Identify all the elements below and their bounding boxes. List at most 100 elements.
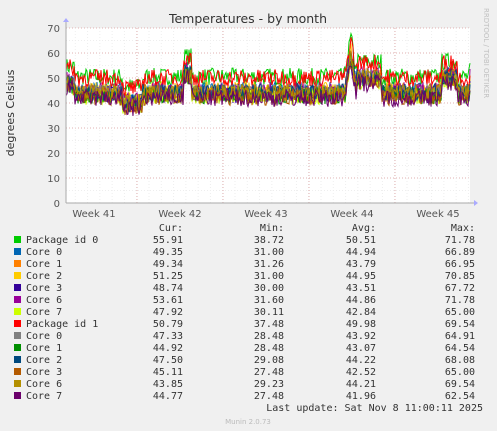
- legend-value-avg: 42.84: [346, 307, 376, 318]
- legend-value-max: 65.00: [445, 367, 475, 378]
- legend-value-max: 71.78: [445, 235, 475, 246]
- legend-swatch: [14, 296, 21, 303]
- legend-swatch: [14, 368, 21, 375]
- x-tick-label: Week 41: [72, 209, 115, 220]
- legend-value-cur: 44.77: [153, 391, 183, 402]
- y-tick-label: 10: [47, 174, 60, 185]
- legend-series-name: Core 1: [26, 259, 62, 270]
- legend-value-max: 67.72: [445, 283, 475, 294]
- legend-series-name: Core 2: [26, 271, 62, 282]
- legend-value-avg: 50.51: [346, 235, 376, 246]
- last-update: Last update: Sat Nov 8 11:00:11 2025: [266, 403, 483, 414]
- legend-value-cur: 47.92: [153, 307, 183, 318]
- legend-value-avg: 44.21: [346, 379, 376, 390]
- legend-value-max: 69.54: [445, 319, 475, 330]
- x-tick-label: Week 45: [416, 209, 459, 220]
- legend-swatch: [14, 356, 21, 363]
- legend-series-name: Core 0: [26, 247, 62, 258]
- side-label: RRDTOOL / TOBI OETIKER: [482, 8, 490, 98]
- legend-value-max: 68.08: [445, 355, 475, 366]
- y-axis-arrow: [63, 18, 69, 22]
- legend-swatch: [14, 344, 21, 351]
- legend-swatch: [14, 332, 21, 339]
- legend-value-max: 64.54: [445, 343, 475, 354]
- y-tick-label: 0: [54, 199, 60, 210]
- legend-value-avg: 44.86: [346, 295, 376, 306]
- legend-value-cur: 49.34: [153, 259, 183, 270]
- chart-title: Temperatures - by month: [168, 11, 327, 26]
- legend-value-avg: 43.07: [346, 343, 376, 354]
- grid: [66, 27, 470, 203]
- y-axis-label: degrees Celsius: [4, 69, 17, 156]
- y-tick-label: 50: [47, 74, 60, 85]
- legend-value-cur: 53.61: [153, 295, 183, 306]
- legend-series-name: Core 0: [26, 331, 62, 342]
- legend-value-avg: 41.96: [346, 391, 376, 402]
- legend-value-min: 27.48: [254, 367, 284, 378]
- y-tick-label: 60: [47, 49, 60, 60]
- legend-value-avg: 43.79: [346, 259, 376, 270]
- legend-swatch: [14, 236, 21, 243]
- legend-series-name: Core 6: [26, 295, 62, 306]
- legend-swatch: [14, 380, 21, 387]
- x-tick-label: Week 42: [158, 209, 201, 220]
- legend-value-avg: 43.51: [346, 283, 376, 294]
- axes: [63, 18, 478, 206]
- legend-value-min: 29.08: [254, 355, 284, 366]
- legend-series-name: Core 3: [26, 283, 62, 294]
- legend-value-cur: 43.85: [153, 379, 183, 390]
- legend-swatch: [14, 248, 21, 255]
- legend-series-name: Core 7: [26, 391, 62, 402]
- y-tick-label: 40: [47, 99, 60, 110]
- legend-value-avg: 43.92: [346, 331, 376, 342]
- y-tick-label: 20: [47, 149, 60, 160]
- legend-header: Cur:: [159, 223, 183, 234]
- series-line: [65, 60, 471, 110]
- legend-series-name: Core 1: [26, 343, 62, 354]
- legend-series-name: Package id 0: [26, 235, 98, 246]
- legend-value-cur: 51.25: [153, 271, 183, 282]
- legend-value-avg: 42.52: [346, 367, 376, 378]
- legend-value-cur: 44.92: [153, 343, 183, 354]
- legend-value-max: 70.85: [445, 271, 475, 282]
- y-tick-label: 70: [47, 24, 60, 35]
- legend-value-max: 66.95: [445, 259, 475, 270]
- legend-value-max: 62.54: [445, 391, 475, 402]
- legend-series-name: Package id 1: [26, 319, 98, 330]
- legend-value-min: 31.26: [254, 259, 284, 270]
- legend-value-cur: 45.11: [153, 367, 183, 378]
- legend-value-min: 38.72: [254, 235, 284, 246]
- legend-swatch: [14, 392, 21, 399]
- legend-value-min: 27.48: [254, 391, 284, 402]
- legend-series-name: Core 3: [26, 367, 62, 378]
- legend-value-cur: 55.91: [153, 235, 183, 246]
- legend-value-cur: 48.74: [153, 283, 183, 294]
- legend-value-min: 29.23: [254, 379, 284, 390]
- legend-value-avg: 44.22: [346, 355, 376, 366]
- legend-header: Max:: [451, 223, 475, 234]
- series-lines: [65, 31, 471, 116]
- legend-value-max: 69.54: [445, 379, 475, 390]
- legend-swatch: [14, 272, 21, 279]
- legend-value-cur: 50.79: [153, 319, 183, 330]
- legend-header: Min:: [260, 223, 284, 234]
- legend-value-cur: 47.50: [153, 355, 183, 366]
- legend-swatch: [14, 260, 21, 267]
- legend-value-cur: 49.35: [153, 247, 183, 258]
- legend-series-name: Core 2: [26, 355, 62, 366]
- legend-value-avg: 44.95: [346, 271, 376, 282]
- legend-value-min: 31.00: [254, 271, 284, 282]
- munin-version: Munin 2.0.73: [225, 418, 271, 426]
- legend-swatch: [14, 284, 21, 291]
- x-axis-arrow: [474, 200, 478, 206]
- series-line: [65, 65, 471, 116]
- legend-value-avg: 44.94: [346, 247, 376, 258]
- legend-value-min: 31.60: [254, 295, 284, 306]
- legend-value-cur: 47.33: [153, 331, 183, 342]
- legend-value-min: 37.48: [254, 319, 284, 330]
- legend-value-min: 30.00: [254, 283, 284, 294]
- series-line: [65, 37, 471, 97]
- y-tick-label: 30: [47, 124, 60, 135]
- labels: 0 10 20 30 40 50 60 70 Week 41 Week 42 Week 43 Week…: [47, 24, 459, 220]
